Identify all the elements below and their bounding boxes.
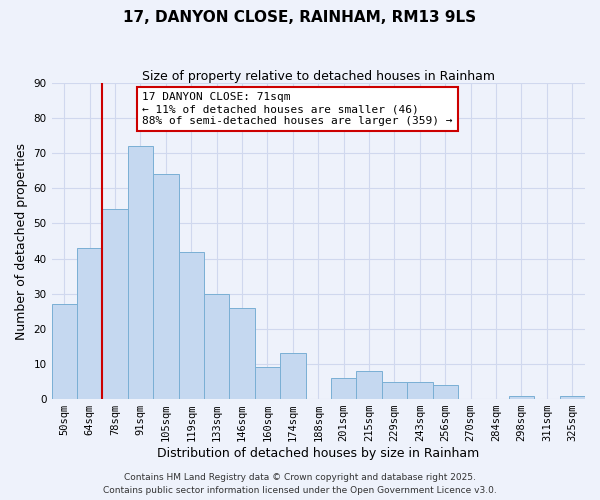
Y-axis label: Number of detached properties: Number of detached properties [15, 142, 28, 340]
Bar [280, 354, 305, 399]
Bar [382, 382, 407, 399]
Bar [204, 294, 229, 399]
X-axis label: Distribution of detached houses by size in Rainham: Distribution of detached houses by size … [157, 447, 479, 460]
Bar [153, 174, 179, 399]
Title: Size of property relative to detached houses in Rainham: Size of property relative to detached ho… [142, 70, 495, 83]
Bar [52, 304, 77, 399]
Bar [433, 385, 458, 399]
Bar [128, 146, 153, 399]
Bar [407, 382, 433, 399]
Text: 17 DANYON CLOSE: 71sqm
← 11% of detached houses are smaller (46)
88% of semi-det: 17 DANYON CLOSE: 71sqm ← 11% of detached… [142, 92, 453, 126]
Bar [103, 210, 128, 399]
Bar [560, 396, 585, 399]
Bar [331, 378, 356, 399]
Bar [179, 252, 204, 399]
Bar [509, 396, 534, 399]
Bar [255, 368, 280, 399]
Bar [229, 308, 255, 399]
Text: Contains HM Land Registry data © Crown copyright and database right 2025.
Contai: Contains HM Land Registry data © Crown c… [103, 474, 497, 495]
Text: 17, DANYON CLOSE, RAINHAM, RM13 9LS: 17, DANYON CLOSE, RAINHAM, RM13 9LS [124, 10, 476, 25]
Bar [77, 248, 103, 399]
Bar [356, 371, 382, 399]
